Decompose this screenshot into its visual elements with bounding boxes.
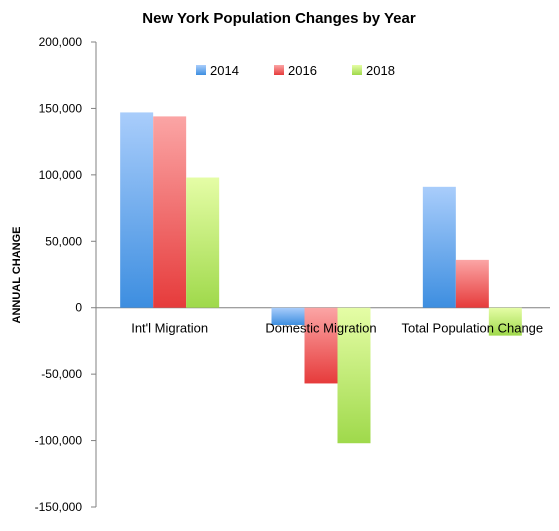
y-tick-label: 100,000 xyxy=(39,168,83,182)
bar-2014 xyxy=(120,112,154,308)
bar-2016 xyxy=(455,259,489,308)
bar-2014 xyxy=(422,186,456,308)
y-tick-label: 150,000 xyxy=(39,101,83,115)
y-tick-label: 50,000 xyxy=(45,234,82,248)
bar-2018 xyxy=(488,307,522,336)
category-label: Int'l Migration xyxy=(131,321,208,336)
category-label: Total Population Change xyxy=(401,321,543,336)
legend-label: 2016 xyxy=(288,63,317,78)
y-tick-label: 200,000 xyxy=(39,35,83,49)
legend-swatch-2016 xyxy=(274,65,284,75)
legend-label: 2018 xyxy=(366,63,395,78)
y-tick-label: -100,000 xyxy=(35,434,83,448)
y-axis-label: ANNUAL CHANGE xyxy=(11,227,23,324)
y-tick-label: 0 xyxy=(75,301,82,315)
bar-2014 xyxy=(271,307,305,325)
y-tick-label: -150,000 xyxy=(35,500,83,514)
legend-label: 2014 xyxy=(210,63,239,78)
category-labels: Int'l Migration Domestic Migration Total P… xyxy=(131,321,543,336)
bars xyxy=(120,112,522,444)
legend-swatch-2018 xyxy=(352,65,362,75)
legend-swatch-2014 xyxy=(196,65,206,75)
bar-2018 xyxy=(337,307,371,444)
bar-2016 xyxy=(153,116,187,308)
legend: 2014 2016 2018 xyxy=(196,63,395,78)
chart-title: New York Population Changes by Year xyxy=(142,10,416,27)
bar-2016 xyxy=(304,307,338,384)
y-tick-label: -50,000 xyxy=(41,367,82,381)
category-label: Domestic Migration xyxy=(265,321,376,336)
bar-2018 xyxy=(186,177,220,308)
